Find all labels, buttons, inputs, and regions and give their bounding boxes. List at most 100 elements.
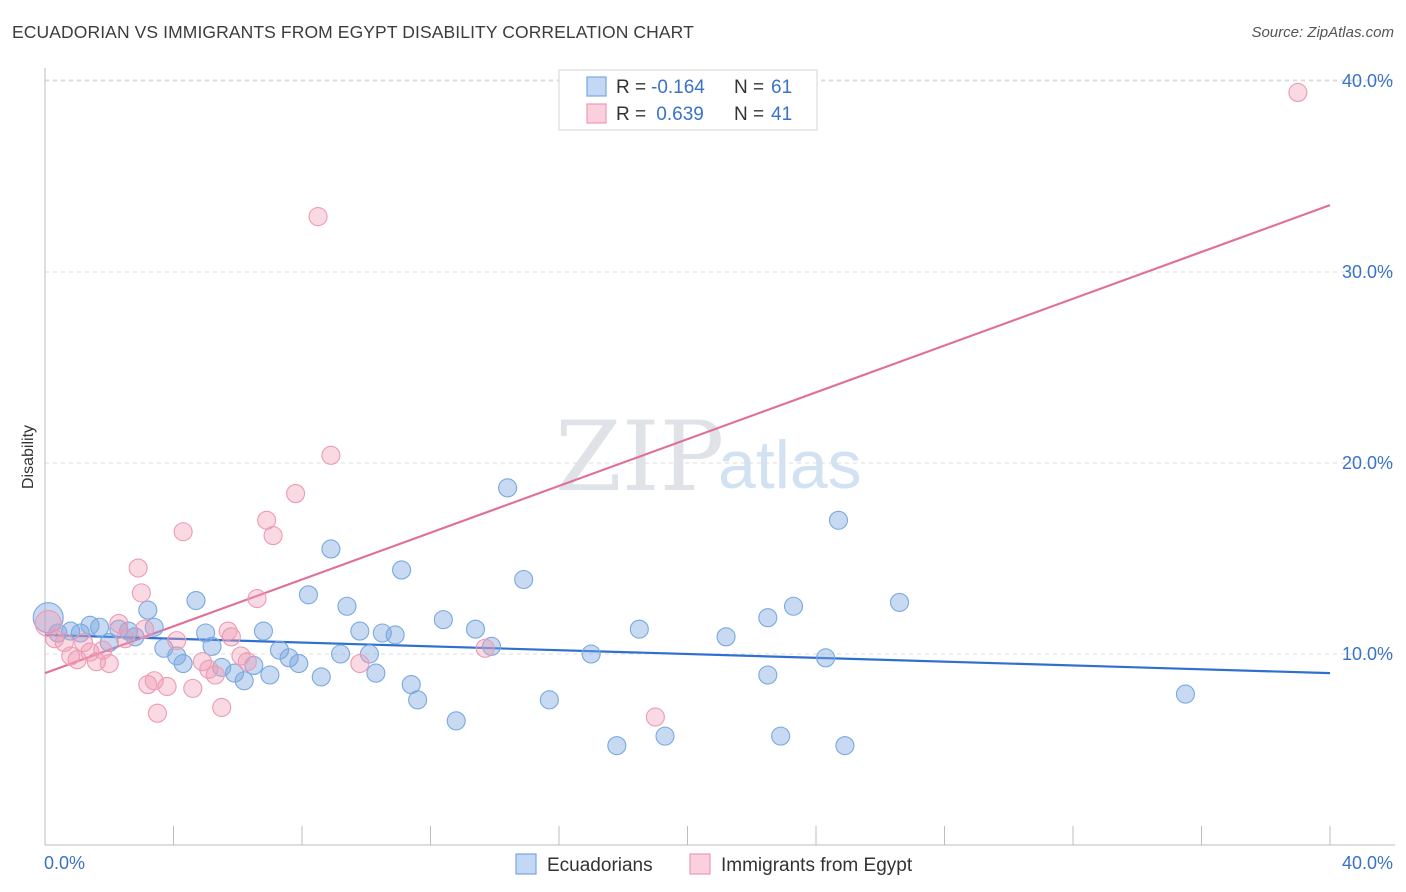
legend-n-label-2: N = <box>734 104 764 125</box>
ecuadorian-point <box>408 690 428 710</box>
ecuadorian-point <box>298 585 318 605</box>
egypt-point <box>218 621 238 641</box>
ecuadorian-point <box>366 663 386 683</box>
ecuadorian-point <box>758 665 778 685</box>
egypt-point <box>157 676 177 697</box>
egypt-point <box>147 703 167 723</box>
legend-n-label-1: N = <box>734 77 764 98</box>
ecuadorian-point <box>655 726 675 746</box>
ecuadorian-point <box>385 625 405 645</box>
ecuadorian-point <box>109 619 129 639</box>
ecuadorian-point <box>321 539 341 559</box>
egypt-point <box>135 619 155 639</box>
y-tick-label: 20.0% <box>1342 453 1393 473</box>
egypt-point <box>247 589 267 609</box>
ecuadorian-point <box>330 644 351 664</box>
legend-n-value-2: 41 <box>771 104 792 125</box>
x-tick-label: 40.0% <box>1342 853 1393 873</box>
legend-r-value-2: 0.639 <box>651 104 704 125</box>
ecuadorian-point <box>816 648 836 668</box>
legend-swatch-egypt <box>586 103 607 124</box>
y-tick-label: 30.0% <box>1342 262 1393 282</box>
egypt-point <box>350 653 370 674</box>
ecuadorian-point <box>889 592 910 612</box>
egypt-point <box>173 522 193 542</box>
ecuadorian-point <box>186 590 206 611</box>
ecuadorian-point <box>311 667 331 687</box>
egypt-point <box>45 629 65 649</box>
ecuadorian-point <box>289 653 309 674</box>
ecuadorian-point <box>433 610 453 630</box>
ecuadorian-point <box>125 627 145 647</box>
ecuadorian-point <box>359 644 380 664</box>
egypt-point <box>131 583 151 603</box>
legend-swatch-ecuadorians-bottom <box>515 853 537 875</box>
egypt-point <box>183 678 203 698</box>
ecuadorian-trend-line <box>44 633 1331 675</box>
ecuadorian-point <box>828 510 849 530</box>
ecuadorian-point <box>337 596 357 616</box>
egypt-point <box>74 632 94 653</box>
egypt-point <box>263 526 283 546</box>
ecuadorian-point <box>716 627 736 647</box>
egypt-point <box>212 697 232 718</box>
egypt-point <box>128 558 148 578</box>
y-tick-label: 10.0% <box>1342 644 1393 664</box>
egypt-point <box>645 707 665 727</box>
watermark-atlas: atlas <box>718 427 862 503</box>
legend-r-value-1: -0.164 <box>651 77 705 98</box>
tick-labels: 10.0% 20.0% 30.0% 40.0% 0.0% 40.0% <box>44 71 1393 873</box>
ecuadorian-point <box>80 615 100 635</box>
ecuadorian-point <box>167 646 187 666</box>
egypt-point <box>308 207 328 227</box>
legend-r-label-1: R = <box>616 77 646 98</box>
x-tick-label: 0.0% <box>44 853 85 873</box>
egypt-point <box>99 653 119 674</box>
ecuadorian-point <box>90 617 110 637</box>
egypt-point <box>192 652 212 672</box>
egypt-point <box>167 631 187 651</box>
ecuadorian-point <box>173 653 193 674</box>
egypt-point <box>205 665 225 685</box>
ecuadorian-point <box>446 711 466 731</box>
egypt-point <box>475 638 495 658</box>
axes <box>44 68 1395 846</box>
ecuadorian-point <box>279 648 299 668</box>
ecuadorian-point <box>61 621 81 641</box>
correlation-legend: R = -0.164 N = 61 R = 0.639 N = 41 <box>558 69 818 131</box>
ecuadorian-point <box>758 608 778 628</box>
egypt-point <box>321 445 341 465</box>
ecuadorian-point <box>260 665 280 685</box>
legend-swatch-ecuadorians <box>586 76 607 97</box>
egypt-point <box>237 652 257 672</box>
y-axis-label: Disability <box>20 425 37 489</box>
ecuadorian-point <box>481 636 502 656</box>
ecuadorian-point <box>202 636 222 656</box>
ecuadorian-point <box>253 621 274 641</box>
series-legend: Ecuadorians Immigrants from Egypt <box>515 853 913 876</box>
y-tick-label: 40.0% <box>1342 71 1393 91</box>
ecuadorian-point <box>607 736 627 756</box>
ecuadorian-point <box>1175 684 1195 704</box>
ecuadorian-point <box>234 671 254 691</box>
egypt-point <box>115 629 135 649</box>
ecuadorian-point <box>99 632 119 653</box>
ecuadorian-point <box>783 596 804 616</box>
ecuadorian-point <box>498 478 518 498</box>
legend-label-egypt: Immigrants from Egypt <box>721 855 913 876</box>
ecuadorian-point <box>144 617 164 637</box>
egypt-point <box>144 671 164 691</box>
egypt-point <box>221 627 241 647</box>
egypt-trend-line <box>44 204 1331 675</box>
egypt-point <box>1288 82 1308 103</box>
ecuadorian-point <box>392 560 412 580</box>
data-points <box>32 82 1308 756</box>
ecuadorian-point <box>629 619 649 639</box>
egypt-point <box>286 484 306 504</box>
ecuadorian-point <box>835 736 855 756</box>
legend-r-label-2: R = <box>616 104 646 125</box>
ecuadorian-point <box>514 569 534 590</box>
ecuadorian-point <box>539 690 559 710</box>
gridlines <box>45 79 1395 655</box>
